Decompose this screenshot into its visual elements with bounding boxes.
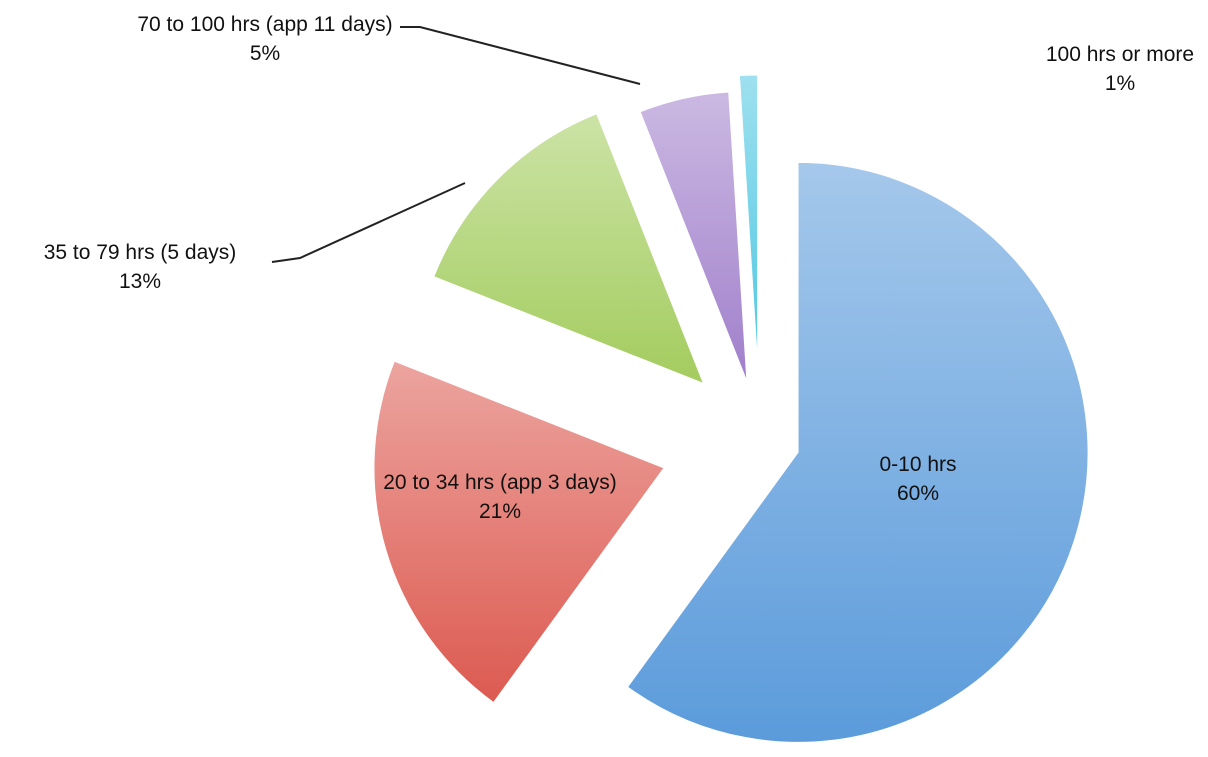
category-label: 0-10 hrs [879, 453, 957, 476]
value-label: 21% [478, 500, 522, 523]
pie-slice [626, 161, 1089, 743]
value-label: 5% [249, 42, 281, 65]
category-label: 70 to 100 hrs (app 11 days) [137, 13, 393, 36]
value-label: 13% [118, 270, 162, 293]
category-label: 100 hrs or more [1045, 43, 1195, 66]
pie-slice [639, 91, 748, 382]
leader-line [271, 182, 466, 263]
pie-slice [373, 360, 665, 704]
value-label: 1% [1104, 72, 1136, 95]
slice-label: 20 to 34 hrs (app 3 days) 21% [380, 468, 620, 526]
slice-label: 70 to 100 hrs (app 11 days) 5% [120, 10, 410, 68]
value-label: 60% [896, 482, 940, 505]
pie-slice [738, 74, 759, 366]
pie-slice [433, 113, 705, 385]
category-label: 35 to 79 hrs (5 days) [43, 241, 237, 264]
slice-label: 100 hrs or more 1% [1000, 40, 1208, 98]
category-label: 20 to 34 hrs (app 3 days) [383, 471, 617, 494]
leader-line [400, 26, 641, 85]
slice-label: 0-10 hrs 60% [838, 450, 998, 508]
slice-label: 35 to 79 hrs (5 days) 13% [0, 238, 280, 296]
